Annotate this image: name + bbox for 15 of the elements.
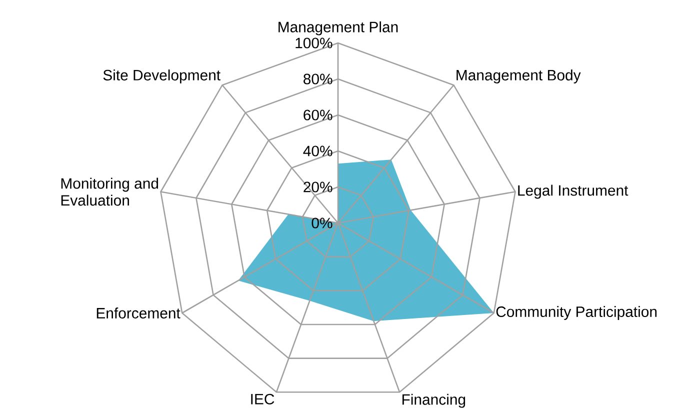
spoke-label: Monitoring and Evaluation [61,178,158,206]
spoke-label: Site Development [103,69,220,84]
y-tick-label: 20% [304,182,332,192]
spoke-label: Management Body [456,69,581,84]
spoke-label: Management Plan [278,21,398,36]
y-tick-label: 100% [296,38,332,48]
y-tick-label: 80% [304,74,332,84]
spoke-label: Financing [402,394,466,408]
y-tick-label: 0% [312,218,332,228]
spoke-label: Enforcement [96,308,180,318]
spoke-label: Legal Instrument [518,184,628,199]
y-tick-label: 60% [304,110,332,120]
spoke-label: IEC [251,394,274,404]
y-tick-label: 40% [303,146,332,156]
spoke-label: Community Participation [496,306,657,320]
